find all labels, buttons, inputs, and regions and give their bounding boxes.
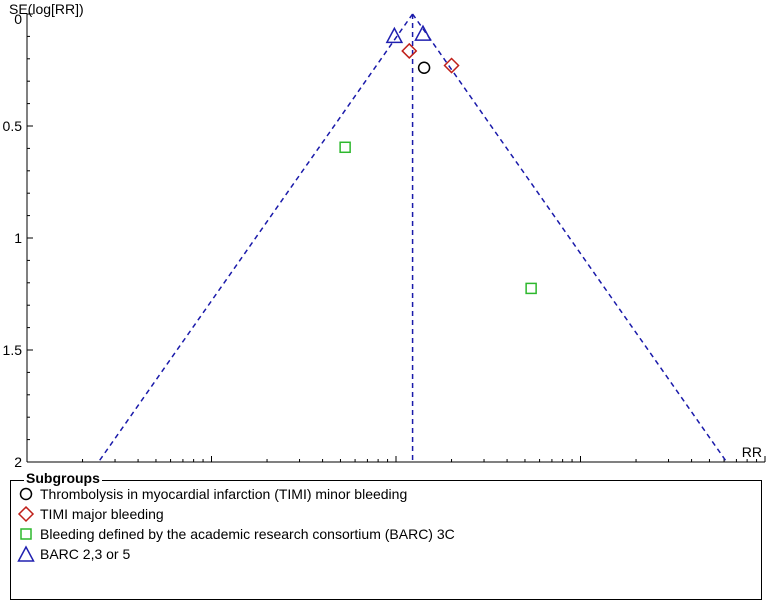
circle-legend-icon [19, 487, 33, 501]
x-tick-label: 10 [573, 467, 589, 470]
y-tick-label: 0.5 [3, 118, 23, 134]
square-data-point [339, 141, 351, 154]
y-tick-label: 1 [14, 230, 22, 246]
x-tick-label: 0.1 [202, 467, 222, 470]
legend-item: Bleeding defined by the academic researc… [16, 524, 455, 544]
plot-axes: 0.01 0.1 1 10 100 0 0.5 1 1.5 2 [0, 11, 777, 470]
x-tick-label: 100 [754, 467, 778, 470]
diamond-data-point [443, 57, 460, 74]
circle-legend-marker [19, 487, 33, 501]
legend-label: TIMI major bleeding [40, 506, 164, 522]
diamond-data-point [401, 42, 418, 60]
funnel-right-limit [411, 13, 728, 463]
legend-item: Thrombolysis in myocardial infarction (T… [16, 484, 407, 504]
triangle-legend-marker [17, 545, 35, 562]
legend-label: Thrombolysis in myocardial infarction (T… [40, 486, 408, 502]
square-legend-marker [20, 528, 32, 540]
y-tick-label: 0 [14, 11, 22, 27]
funnel-lines [97, 13, 728, 463]
legend-item: BARC 2,3 or 5 [16, 544, 130, 564]
square-legend-icon [20, 528, 32, 540]
y-tick-label: 2 [14, 454, 22, 470]
funnel-left-limit [97, 13, 414, 463]
triangle-data-point [385, 26, 404, 44]
funnel-plot: 0.01 0.1 1 10 100 0 0.5 1 1.5 2 SE(log[RR]) RR [0, 1, 777, 470]
y-axis-title: SE(log[RR]) [9, 1, 84, 17]
square-data-point [525, 282, 537, 295]
x-tick-label: 0.01 [0, 467, 27, 470]
legend-item: TIMI major bleeding [16, 504, 164, 524]
triangle-data-point [414, 24, 432, 41]
diamond-legend-icon [17, 505, 35, 523]
circle-data-point [417, 61, 431, 75]
legend-title: Subgroups [24, 470, 102, 486]
legend-label: Bleeding defined by the academic researc… [40, 526, 455, 542]
data-points [339, 24, 537, 295]
x-axis-title: RR [742, 444, 762, 460]
x-tick-label: 1 [392, 467, 400, 470]
legend [10, 480, 762, 600]
legend-label: BARC 2,3 or 5 [40, 546, 131, 562]
triangle-legend-icon [17, 545, 35, 562]
diamond-legend-marker [17, 505, 35, 523]
y-tick-label: 1.5 [3, 342, 23, 358]
